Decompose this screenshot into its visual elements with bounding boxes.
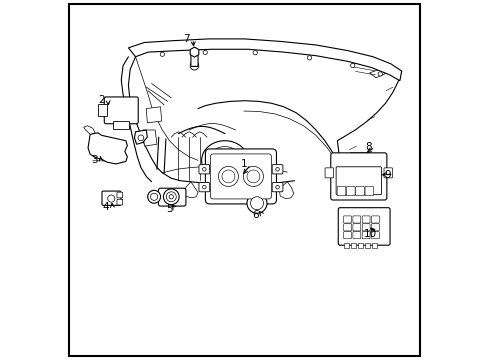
Circle shape [218, 166, 238, 186]
Polygon shape [190, 47, 199, 57]
FancyBboxPatch shape [117, 199, 122, 205]
Polygon shape [201, 141, 247, 180]
Circle shape [202, 185, 205, 189]
Circle shape [246, 170, 259, 183]
Circle shape [138, 135, 143, 141]
FancyBboxPatch shape [330, 153, 386, 200]
Polygon shape [183, 182, 198, 198]
FancyBboxPatch shape [352, 216, 360, 223]
Circle shape [243, 166, 263, 186]
Circle shape [246, 193, 266, 213]
FancyBboxPatch shape [337, 186, 345, 196]
FancyBboxPatch shape [104, 97, 138, 124]
Circle shape [307, 56, 311, 60]
FancyBboxPatch shape [352, 224, 360, 231]
FancyBboxPatch shape [113, 121, 129, 129]
FancyBboxPatch shape [272, 183, 283, 192]
Text: 7: 7 [183, 34, 189, 44]
Bar [343, 243, 348, 248]
Circle shape [163, 189, 179, 204]
Bar [365, 243, 369, 248]
Polygon shape [134, 130, 147, 144]
Circle shape [190, 62, 198, 70]
Polygon shape [88, 133, 127, 164]
Circle shape [147, 190, 160, 203]
Bar [357, 243, 362, 248]
Bar [350, 243, 355, 248]
FancyBboxPatch shape [199, 183, 209, 192]
Circle shape [203, 50, 207, 55]
Circle shape [377, 72, 382, 76]
Text: 8: 8 [365, 142, 371, 152]
FancyBboxPatch shape [272, 165, 283, 174]
FancyBboxPatch shape [355, 186, 364, 196]
FancyBboxPatch shape [199, 165, 209, 174]
Circle shape [166, 192, 176, 202]
FancyBboxPatch shape [97, 104, 106, 116]
Circle shape [150, 193, 157, 201]
Text: 10: 10 [363, 229, 376, 239]
Polygon shape [128, 39, 401, 81]
Text: 9: 9 [383, 170, 390, 180]
Circle shape [169, 195, 173, 199]
Bar [371, 243, 376, 248]
Polygon shape [142, 130, 157, 146]
FancyBboxPatch shape [205, 149, 276, 204]
Circle shape [222, 170, 234, 183]
Polygon shape [83, 126, 95, 134]
Polygon shape [146, 107, 162, 123]
FancyBboxPatch shape [343, 224, 351, 231]
Text: 6: 6 [252, 210, 259, 220]
FancyBboxPatch shape [362, 224, 369, 231]
Circle shape [253, 50, 257, 55]
Text: 2: 2 [98, 95, 105, 105]
Polygon shape [279, 182, 293, 199]
FancyBboxPatch shape [362, 231, 369, 239]
Circle shape [202, 167, 205, 171]
Text: 5: 5 [166, 204, 172, 214]
Circle shape [160, 52, 164, 57]
FancyBboxPatch shape [325, 168, 333, 178]
FancyBboxPatch shape [158, 188, 185, 206]
FancyBboxPatch shape [362, 216, 369, 223]
Circle shape [275, 167, 279, 171]
Text: 1: 1 [241, 159, 247, 169]
FancyBboxPatch shape [335, 167, 381, 195]
FancyBboxPatch shape [338, 208, 389, 245]
FancyBboxPatch shape [371, 216, 379, 223]
Polygon shape [369, 69, 385, 78]
FancyBboxPatch shape [365, 186, 373, 196]
Circle shape [107, 195, 115, 202]
FancyBboxPatch shape [349, 153, 369, 162]
FancyBboxPatch shape [371, 231, 379, 239]
FancyBboxPatch shape [383, 168, 392, 178]
Text: 4: 4 [102, 202, 109, 212]
FancyBboxPatch shape [102, 191, 121, 205]
Circle shape [250, 197, 263, 210]
Circle shape [350, 63, 354, 68]
FancyBboxPatch shape [371, 224, 379, 231]
FancyBboxPatch shape [346, 186, 354, 196]
Circle shape [275, 185, 279, 189]
FancyBboxPatch shape [190, 51, 198, 66]
FancyBboxPatch shape [117, 192, 122, 198]
FancyBboxPatch shape [210, 154, 271, 199]
FancyBboxPatch shape [343, 216, 351, 223]
FancyBboxPatch shape [343, 231, 351, 239]
Text: 3: 3 [91, 155, 98, 165]
FancyBboxPatch shape [352, 231, 360, 239]
